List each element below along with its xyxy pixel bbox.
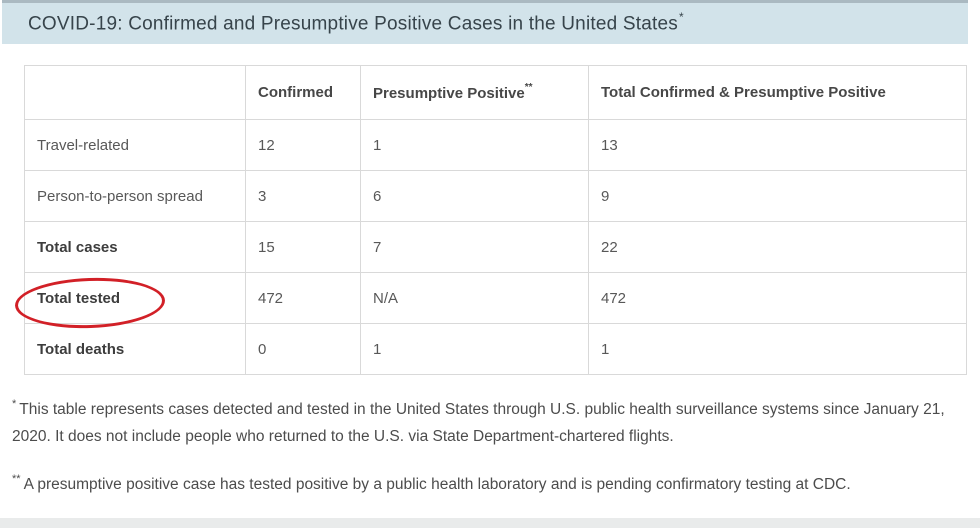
cases-table: Confirmed Presumptive Positive** Total C… [14,65,967,375]
cell-confirmed: 0 [245,323,361,375]
footnote-text-2: A presumptive positive case has tested p… [23,476,851,494]
title-footnote-marker: * [678,10,684,25]
cell-confirmed: 472 [245,272,361,324]
row-label: Travel-related [24,119,246,171]
table-row-person-to-person: Person-to-person spread 3 6 9 [24,170,967,222]
cell-confirmed: 12 [245,119,361,171]
cell-presumptive: 1 [360,119,589,171]
row-label: Total deaths [24,323,246,375]
cases-table-container: Confirmed Presumptive Positive** Total C… [14,65,967,375]
footnote-text-1: This table represents cases detected and… [12,401,945,446]
cell-presumptive: 7 [360,221,589,273]
footnote-marker-1: * [12,398,17,410]
cell-presumptive: 1 [360,323,589,375]
cell-total: 472 [588,272,967,324]
table-row-total-deaths: Total deaths 0 1 1 [24,323,967,375]
cell-confirmed: 3 [245,170,361,222]
column-header-total: Total Confirmed & Presumptive Positive [588,65,967,120]
title-bar: COVID-19: Confirmed and Presumptive Posi… [2,0,968,44]
table-row-travel-related: Travel-related 12 1 13 [24,119,967,171]
footnote-surveillance: * This table represents cases detected an… [12,392,950,450]
row-label: Person-to-person spread [24,170,246,222]
screenshot-bottom-edge [0,518,980,528]
cell-total: 22 [588,221,967,273]
column-header-category [24,65,246,120]
row-label: Total tested [14,272,246,331]
cell-total: 9 [588,170,967,222]
page-title: COVID-19: Confirmed and Presumptive Posi… [28,10,684,35]
cell-presumptive: 6 [360,170,589,222]
cell-confirmed: 15 [245,221,361,273]
row-label: Total cases [24,221,246,273]
cell-presumptive: N/A [360,272,589,324]
cell-total: 1 [588,323,967,375]
footnote-presumptive: ** A presumptive positive case has tested… [12,467,950,498]
table-row-total-cases: Total cases 15 7 22 [24,221,967,273]
row-label-text: Total tested [37,289,121,307]
table-header-row: Confirmed Presumptive Positive** Total C… [24,65,967,120]
page-title-text: COVID-19: Confirmed and Presumptive Posi… [28,13,678,35]
column-header-presumptive: Presumptive Positive** [360,65,589,120]
footnotes: * This table represents cases detected an… [12,392,950,515]
footnote-marker-2: ** [12,473,21,486]
column-header-confirmed: Confirmed [245,65,361,120]
presumptive-footnote-marker: ** [524,81,533,93]
table-row-total-tested: Total tested 472 N/A 472 [14,272,967,331]
cell-total: 13 [588,119,967,171]
column-header-presumptive-text: Presumptive Positive [373,84,525,102]
